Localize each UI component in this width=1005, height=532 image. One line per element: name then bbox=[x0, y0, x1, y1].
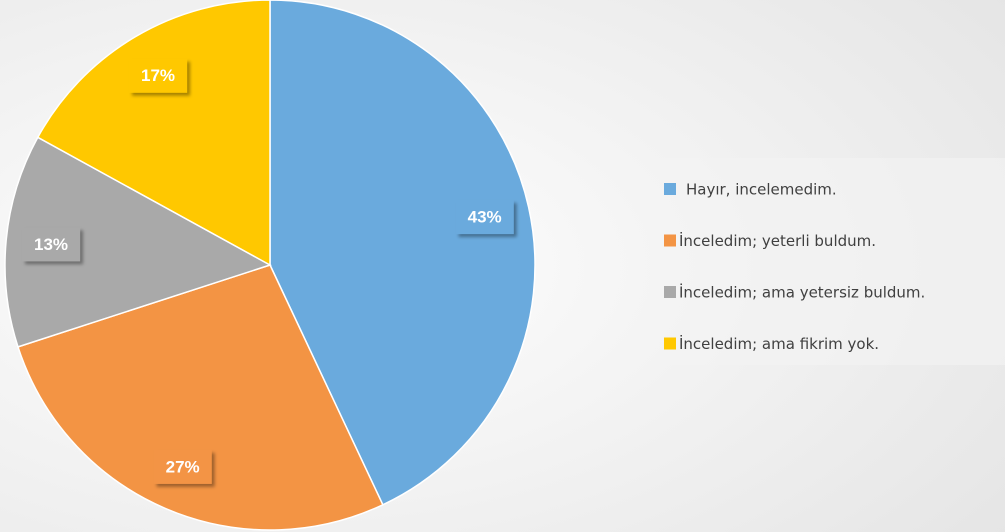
pie-slice bbox=[17, 264, 384, 531]
data-label-box bbox=[153, 449, 212, 484]
legend-swatch bbox=[664, 337, 676, 350]
legend-label: Hayır, incelemedim. bbox=[686, 181, 837, 199]
legend-box bbox=[650, 158, 1005, 365]
legend-label: İnceledim; yeterli buldum. bbox=[679, 231, 876, 250]
pie-slice bbox=[4, 136, 272, 348]
legend-swatch bbox=[664, 286, 676, 298]
data-label: 27% bbox=[166, 457, 200, 476]
data-label-box bbox=[22, 227, 81, 262]
pie-slice bbox=[269, 0, 536, 506]
data-label: 17% bbox=[141, 66, 175, 85]
legend-label: İnceledim; ama fikrim yok. bbox=[679, 334, 879, 353]
data-label: 43% bbox=[468, 208, 502, 227]
data-label: 13% bbox=[34, 235, 68, 254]
legend-label: İnceledim; ama yetersiz buldum. bbox=[679, 283, 925, 302]
data-label-box bbox=[129, 58, 188, 93]
pie-slice bbox=[36, 0, 271, 267]
data-label-box bbox=[455, 200, 514, 235]
legend-swatch bbox=[664, 183, 676, 195]
legend-swatch bbox=[664, 234, 676, 247]
